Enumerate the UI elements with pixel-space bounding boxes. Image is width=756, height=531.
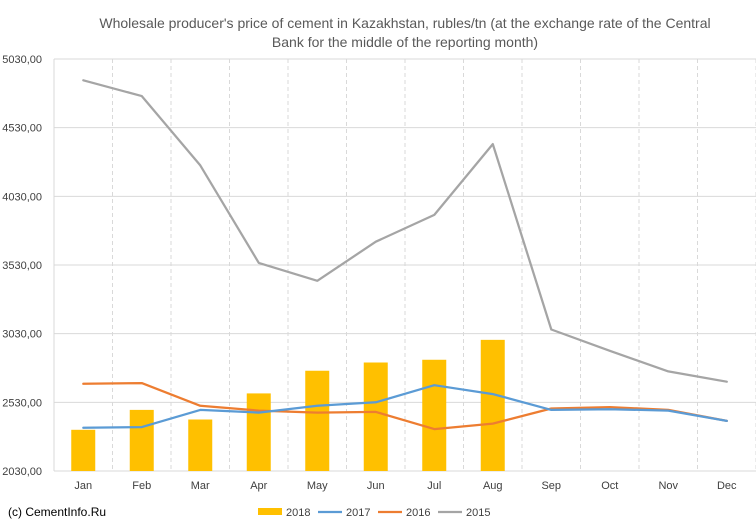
- x-tick-label: Dec: [717, 480, 737, 492]
- source-note: (c) CementInfo.Ru: [8, 505, 106, 519]
- x-tick-label: Aug: [483, 480, 503, 492]
- legend-label-2015: 2015: [466, 507, 490, 519]
- bar-series-2018: [71, 339, 505, 471]
- bar-2018-jan: [71, 429, 96, 471]
- x-tick-label: Oct: [601, 480, 618, 492]
- line-2016: [82, 381, 728, 431]
- x-axis: Jan Feb Mar Apr May Jun Jul Aug Sep Oct Nov Dec: [74, 480, 737, 492]
- bar-2018-aug: [480, 339, 505, 471]
- y-tick-label: 4530,00: [2, 123, 42, 135]
- bar-2018-may: [305, 370, 330, 471]
- grid: [53, 58, 756, 472]
- line-2015: [82, 79, 728, 383]
- y-tick-label: 4030,00: [2, 191, 42, 203]
- bar-2018-jul: [422, 359, 447, 471]
- bar-2018-apr: [246, 393, 271, 471]
- line-2017: [82, 384, 728, 429]
- bar-2018-mar: [188, 419, 213, 471]
- x-tick-label: Jun: [367, 480, 385, 492]
- x-tick-label: Feb: [132, 480, 151, 492]
- legend: 2018 2017 2016 2015: [258, 507, 490, 519]
- y-tick-label: 2530,00: [2, 397, 42, 409]
- legend-label-2017: 2017: [346, 507, 370, 519]
- chart-title: Wholesale producer's price of cement in …: [99, 15, 710, 50]
- legend-label-2016: 2016: [406, 507, 430, 519]
- line-series: [82, 79, 728, 431]
- y-tick-label: 3530,00: [2, 260, 42, 272]
- x-tick-label: Jan: [74, 480, 92, 492]
- y-tick-label: 3030,00: [2, 329, 42, 341]
- y-axis: 2030,00 2530,00 3030,00 3530,00 4030,00 4530,…: [2, 54, 42, 478]
- x-tick-label: Mar: [191, 480, 210, 492]
- chart-title-line-2: Bank for the middle of the reporting mon…: [272, 34, 538, 50]
- y-tick-label: 5030,00: [2, 54, 42, 66]
- legend-label-2018: 2018: [286, 507, 310, 519]
- x-tick-label: May: [307, 480, 328, 492]
- legend-swatch-2018: [258, 508, 282, 515]
- bar-2018-jun: [363, 362, 388, 471]
- x-tick-label: Nov: [658, 480, 678, 492]
- x-tick-label: Apr: [250, 480, 267, 492]
- y-tick-label: 2030,00: [2, 466, 42, 478]
- bar-2018-feb: [129, 409, 154, 471]
- chart-title-line-1: Wholesale producer's price of cement in …: [99, 15, 710, 31]
- x-tick-label: Jul: [427, 480, 441, 492]
- x-tick-label: Sep: [541, 480, 561, 492]
